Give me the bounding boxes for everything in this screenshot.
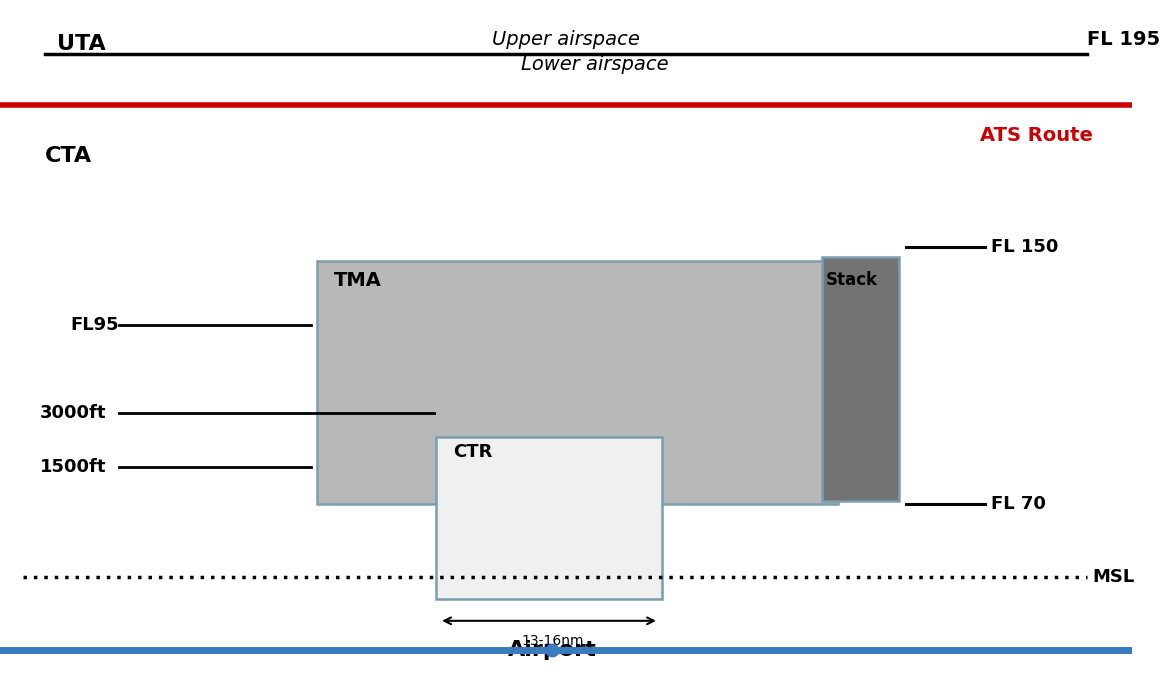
Text: ATS Route: ATS Route — [980, 126, 1093, 145]
Bar — [822, 257, 899, 501]
Text: MSL: MSL — [1093, 568, 1135, 586]
Text: CTR: CTR — [452, 443, 492, 462]
Text: CTA: CTA — [46, 146, 92, 166]
Bar — [436, 437, 663, 599]
Text: 13-16nm: 13-16nm — [521, 634, 583, 649]
Text: FL 195: FL 195 — [1087, 30, 1160, 49]
Text: 3000ft: 3000ft — [40, 404, 106, 422]
Text: Airport: Airport — [509, 640, 597, 660]
Text: FL95: FL95 — [70, 316, 119, 334]
Bar — [317, 261, 838, 504]
Text: FL 70: FL 70 — [990, 496, 1045, 513]
Text: 1500ft: 1500ft — [40, 458, 106, 476]
Text: Lower airspace: Lower airspace — [520, 55, 669, 74]
Text: UTA: UTA — [56, 34, 105, 54]
Text: Upper airspace: Upper airspace — [492, 30, 639, 49]
Text: FL 150: FL 150 — [990, 238, 1058, 256]
Text: Stack: Stack — [825, 271, 877, 289]
Text: TMA: TMA — [334, 271, 382, 290]
